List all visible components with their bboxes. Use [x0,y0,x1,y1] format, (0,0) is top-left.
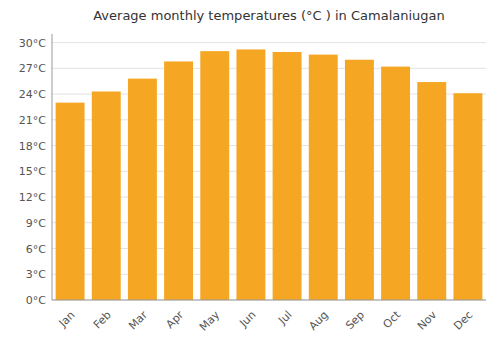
y-tick-label: 24°C [19,88,46,101]
bar [273,52,302,300]
bars [56,49,483,300]
y-tick-label: 3°C [26,268,46,281]
x-tick-label: Oct [380,308,403,331]
x-tick-label: Nov [415,308,440,333]
bar [164,61,193,300]
x-tick-label: Sep [343,308,367,332]
y-tick-label: 21°C [19,114,46,127]
bar [309,55,338,300]
x-axis-line [52,300,486,301]
y-tick-label: 0°C [26,294,46,307]
y-tick-label: 9°C [26,217,46,230]
bar [453,93,482,300]
x-tick-label: Jul [275,308,294,327]
x-tick-label: Jan [56,308,78,330]
bar [92,91,121,300]
grid [52,43,486,300]
y-axis-line [52,34,53,300]
grid-line [52,68,486,69]
y-tick-label: 18°C [19,140,46,153]
grid-line [52,42,486,43]
x-tick-label: Mar [126,308,150,332]
x-tick-label: Apr [163,308,186,331]
y-tick-label: 27°C [19,62,46,75]
y-tick-label: 30°C [19,37,46,50]
bar [345,60,374,300]
x-tick-label: Aug [306,308,330,332]
x-tick-label: Feb [91,308,114,331]
y-tick-label: 12°C [19,191,46,204]
bar [236,49,265,300]
grid-line [52,300,486,301]
y-tick-label: 6°C [26,243,46,256]
title: Average monthly temperatures (°C ) in Ca… [93,8,445,23]
x-tick-label: Jun [236,308,258,330]
bar [381,67,410,300]
y-tick-label: 15°C [19,165,46,178]
bar [417,82,446,300]
bar [200,51,229,300]
bar [128,79,157,300]
chart: Average monthly temperatures (°C ) in Ca… [0,0,500,350]
x-tick-label: May [197,308,223,334]
x-tick-label: Dec [451,308,475,332]
bar [56,103,85,300]
